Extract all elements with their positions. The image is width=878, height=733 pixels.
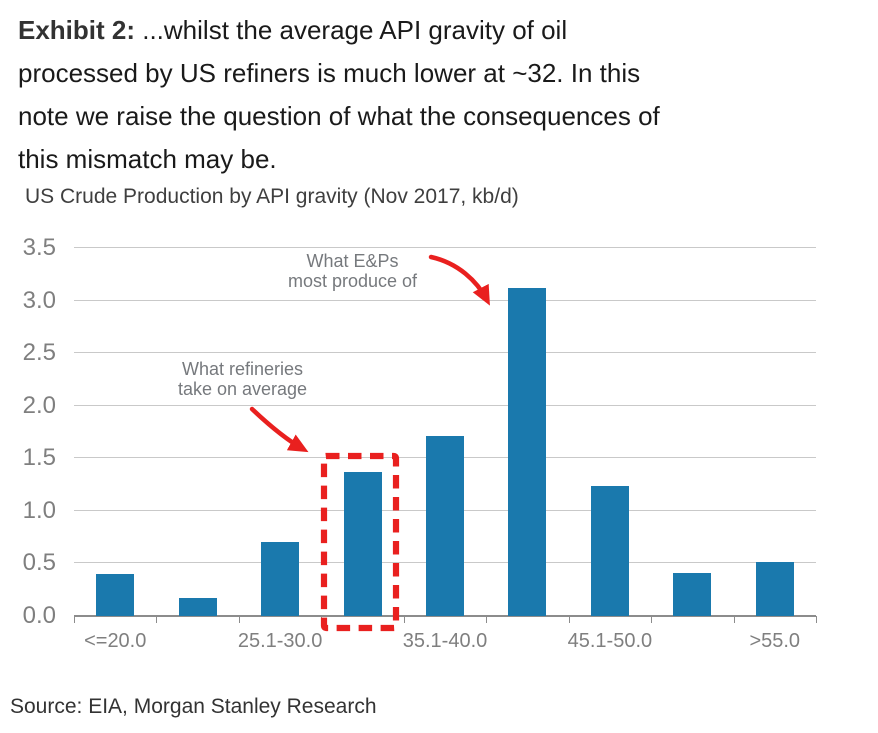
exhibit-label: Exhibit 2: <box>18 15 136 45</box>
bar <box>590 485 629 616</box>
exhibit-title-text: ...whilst the average API gravity of oil… <box>18 15 660 174</box>
x-axis-label: 25.1-30.0 <box>237 630 323 652</box>
gridline <box>74 352 816 354</box>
bar <box>343 471 382 616</box>
x-axis-label: 45.1-50.0 <box>567 630 653 652</box>
y-axis-label: 3.5 <box>22 234 56 261</box>
bar <box>426 436 464 616</box>
bar <box>673 572 712 616</box>
y-axis-label: 2.5 <box>22 339 56 367</box>
x-axis-label: 35.1-40.0 <box>402 630 488 652</box>
bar <box>178 598 217 616</box>
annotation-eps: What E&Ps most produce of <box>287 251 418 291</box>
x-axis-tick <box>238 616 240 623</box>
bar <box>508 287 547 616</box>
x-axis-tick <box>156 616 158 623</box>
plot-area: 0.0 0.5 1.0 1.5 2.0 2.5 3.0 3.5 <=20.0 25.1-30.0 3… <box>23 234 817 652</box>
x-axis-tick <box>403 616 405 623</box>
y-axis-label: 0.0 <box>22 602 56 629</box>
x-axis-label: >55.0 <box>749 630 801 652</box>
x-axis-tick <box>486 616 488 623</box>
bar <box>755 562 794 616</box>
y-axis-label: 2.0 <box>22 391 56 419</box>
y-axis-label: 3.0 <box>22 286 56 314</box>
x-axis-line <box>74 615 816 617</box>
annotation-refineries: What refineries take on average <box>177 359 308 399</box>
x-axis-tick <box>74 616 75 623</box>
bar <box>261 542 300 616</box>
y-axis-label: 1.0 <box>22 496 56 524</box>
exhibit-title: Exhibit 2: ...whilst the average API gra… <box>18 9 866 181</box>
x-axis-tick <box>321 616 323 623</box>
x-axis-tick <box>733 616 735 623</box>
chart-subtitle: US Crude Production by API gravity (Nov … <box>25 185 519 208</box>
gridline <box>74 247 816 248</box>
gridline <box>74 404 816 406</box>
bar <box>96 573 135 616</box>
y-axis-label: 0.5 <box>22 549 56 577</box>
y-axis-label: 1.5 <box>22 444 56 472</box>
x-axis-tick <box>651 616 653 623</box>
source-note: Source: EIA, Morgan Stanley Research <box>10 695 377 718</box>
x-axis-label: <=20.0 <box>84 630 147 652</box>
x-axis-tick <box>816 616 817 623</box>
gridline <box>74 299 816 301</box>
x-axis-tick <box>568 616 570 623</box>
